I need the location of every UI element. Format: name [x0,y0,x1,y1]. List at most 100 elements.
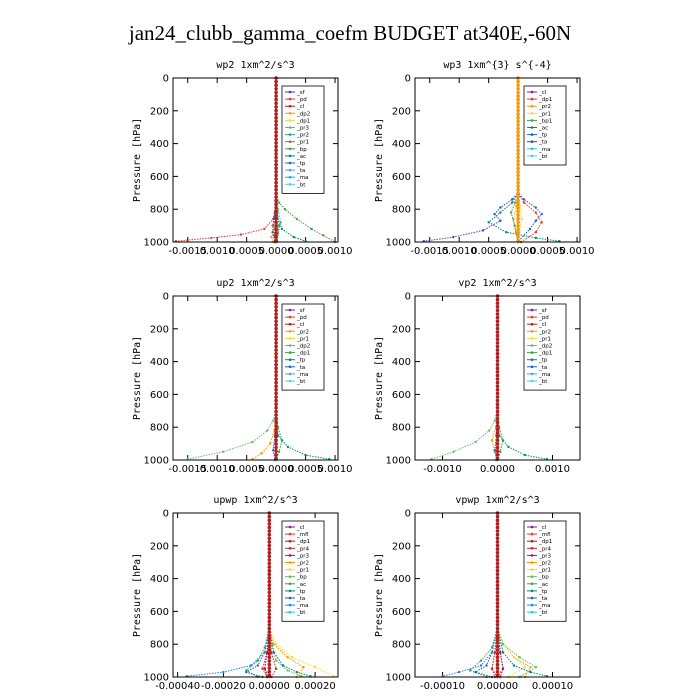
legend-marker [288,337,292,340]
zero-line-point [274,341,278,345]
legend-marker [288,379,292,383]
legend-marker [530,547,534,550]
zero-line-point [274,209,278,214]
data-point [261,667,264,670]
zero-line-point [516,209,520,214]
data-point [534,211,537,214]
zero-line-point [516,90,520,95]
legend-entry: _pr2 [538,104,551,110]
x-tick-label: 0.0005 [288,246,323,257]
zero-line-point [495,662,500,667]
zero-line-point [274,416,278,421]
zero-line-point [274,220,278,225]
data-point [490,651,494,654]
zero-line-point [495,608,500,613]
zero-line-point [495,416,500,421]
zero-line-point [516,235,520,239]
zero-line-point [495,420,500,425]
zero-line-point [274,152,278,156]
zero-line-point [495,348,500,352]
zero-line-point [495,648,500,652]
zero-line-point [274,224,278,228]
y-axis-label: Pressure [hPa] [374,336,385,420]
legend-marker [530,322,534,326]
data-point [265,651,269,654]
y-tick-label: 200 [392,106,411,117]
legend-entry: _ma [296,175,308,181]
series-group [422,76,561,244]
legend-box [281,85,325,194]
zero-line-point [516,191,520,196]
zero-line-point [495,612,500,616]
legend-marker [530,610,534,614]
data-point [474,670,477,674]
zero-line-point [267,637,272,642]
data-point [277,224,281,227]
legend-entry: _ma [538,372,550,378]
zero-line-point [274,90,278,95]
zero-line-point [516,238,520,243]
y-tick-label: 400 [392,357,411,368]
y-tick-label: 200 [392,324,411,335]
zero-line-point [267,644,272,649]
series-line-pr1 [497,513,526,678]
zero-line-point [267,565,272,569]
legend-marker [288,112,292,115]
zero-line-point [495,651,500,656]
data-point [272,419,275,422]
zero-line-point [495,442,500,446]
data-point [263,227,266,231]
legend-marker [288,554,292,557]
legend-entry: _dp2 [538,344,552,350]
legend-marker [530,372,534,376]
legend-marker [288,175,292,179]
zero-line-point [495,605,500,609]
y-tick-label: 1000 [386,456,411,467]
zero-line-point [495,641,500,645]
zero-line-point [516,180,520,185]
data-point [260,452,263,455]
zero-line-point [267,558,272,562]
legend-entry: _ac [296,582,306,588]
zero-line-point [274,330,278,334]
zero-line-point [274,238,278,243]
zero-line-point [274,337,278,342]
panel-title: up2 1xm^2/s^3 [216,278,294,289]
legend-box [281,303,325,391]
zero-line-point [274,456,278,461]
y-tick-label: 0 [163,74,169,85]
legend-entry: _pr1 [538,111,551,117]
y-axis-label: Pressure [hPa] [374,118,385,202]
legend-box [523,303,567,391]
zero-line-point [516,177,520,181]
x-tick-label: 0.0010 [535,464,570,475]
legend-marker [288,351,292,354]
y-tick-label: 800 [392,423,411,434]
data-point [534,666,538,669]
legend-entry: _bt [538,610,548,616]
zero-line-point [516,202,520,207]
zero-line-point [516,79,520,84]
zero-line-point [495,424,500,428]
zero-line-point [274,191,278,196]
zero-line-point [495,547,500,551]
legend-marker [288,561,292,564]
data-point [277,450,281,453]
chart-panels: wp2 1xm^2/s^3 Pressure [hPa] 0 200 400 600 800… [132,60,595,692]
y-tick-label: 200 [150,324,169,335]
zero-line-point [267,597,272,602]
legend-marker [530,154,534,158]
zero-line-point [516,216,520,221]
y-tick-label: 0 [163,509,169,520]
zero-line-point [274,173,278,178]
zero-line-point [267,673,272,678]
legend-entry: _pd [296,315,307,321]
zero-line-point [495,568,500,573]
zero-line-point [495,637,500,642]
zero-line-point [516,119,520,124]
data-point [522,198,526,201]
zero-line-point [516,112,520,116]
zero-line-point [516,141,520,145]
legend-entry: _dp1 [538,351,552,357]
data-point [514,201,517,204]
